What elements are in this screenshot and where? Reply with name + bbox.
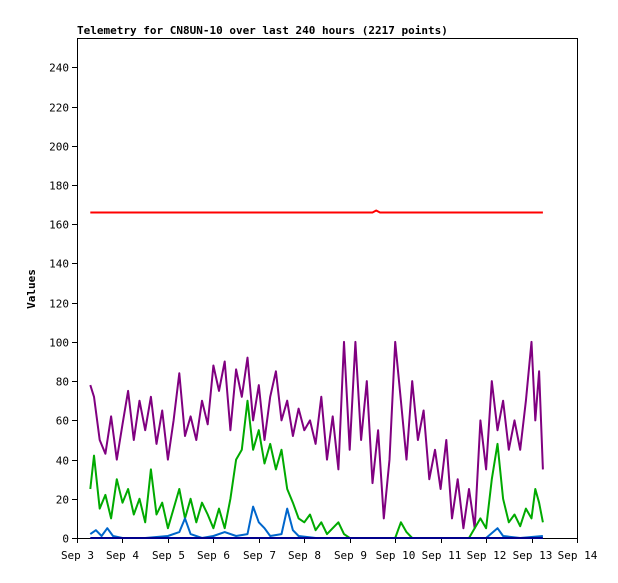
- x-tick-label: Sep 8: [288, 549, 321, 562]
- series-layer: [89, 209, 544, 539]
- series-line-3: [89, 399, 544, 539]
- x-tick-label: Sep 10: [376, 549, 416, 562]
- y-tick-label: 0: [62, 533, 69, 546]
- series-line-1: [90, 209, 543, 214]
- y-tick-label: 80: [56, 376, 69, 389]
- y-tick-label: 180: [49, 180, 69, 193]
- y-tick-label: 100: [49, 337, 69, 350]
- y-tick-label: 160: [49, 219, 69, 232]
- y-tick-label: 40: [56, 455, 69, 468]
- x-tick-label: Sep 7: [243, 549, 276, 562]
- y-tick-label: 240: [49, 62, 69, 75]
- y-tick-label: 20: [56, 494, 69, 507]
- y-tick-label: 140: [49, 258, 69, 271]
- x-tick-label: Sep 13: [513, 549, 553, 562]
- y-axis-label: Values: [25, 269, 38, 309]
- y-tick-label: 120: [49, 298, 69, 311]
- y-axis: 0 20 40 60 80 100 120 140 160 180 200 220 240: [49, 62, 77, 546]
- x-tick-label: Sep 5: [152, 549, 185, 562]
- x-tick-label: Sep 6: [197, 549, 230, 562]
- x-axis: Sep 3 Sep 4 Sep 5 Sep 6 Sep 7 Sep 8 Sep 9 Sep 1…: [61, 538, 598, 562]
- series-line-2: [89, 340, 544, 530]
- x-tick-label: Sep 3: [61, 549, 94, 562]
- x-tick-label: Sep 9: [334, 549, 367, 562]
- y-tick-label: 60: [56, 415, 69, 428]
- x-tick-label: Sep 4: [106, 549, 139, 562]
- chart-title: Telemetry for CN8UN-10 over last 240 hou…: [77, 24, 448, 37]
- x-tick-label: Sep 14: [558, 549, 598, 562]
- y-tick-label: 200: [49, 141, 69, 154]
- plot-frame: [77, 38, 578, 539]
- x-tick-label: Sep 11: [422, 549, 462, 562]
- x-tick-label: Sep 12: [467, 549, 507, 562]
- y-tick-label: 220: [49, 102, 69, 115]
